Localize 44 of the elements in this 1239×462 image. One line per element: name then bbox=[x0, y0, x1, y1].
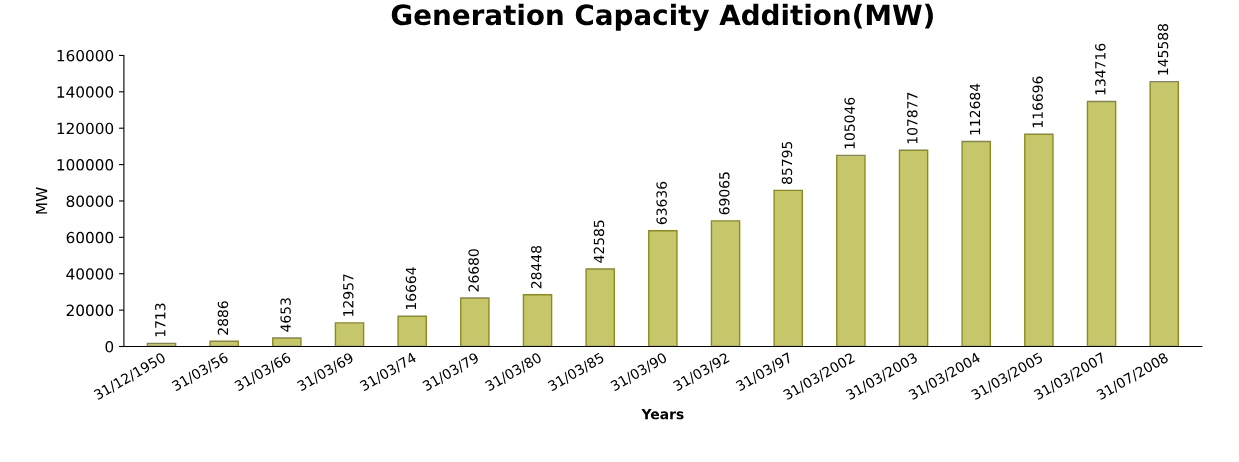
bar bbox=[961, 140, 992, 347]
data-label: 26680 bbox=[468, 249, 479, 292]
data-label: 42585 bbox=[593, 220, 605, 263]
bar bbox=[710, 220, 741, 347]
y-tick-label: 40000 bbox=[66, 268, 114, 280]
data-label: 105046 bbox=[844, 97, 855, 149]
bar bbox=[272, 337, 302, 347]
data-label: 134716 bbox=[1095, 43, 1106, 95]
bar bbox=[1086, 100, 1117, 347]
chart-title: Generation Capacity Addition(MW) bbox=[391, 3, 933, 31]
data-label: 28448 bbox=[531, 245, 542, 289]
y-tick-label: 0 bbox=[105, 340, 114, 353]
bar bbox=[1149, 80, 1180, 347]
data-label: 107877 bbox=[907, 92, 918, 144]
bar bbox=[460, 297, 490, 347]
y-axis-title: MW bbox=[35, 187, 48, 214]
y-tick-label: 100000 bbox=[57, 159, 114, 171]
bar bbox=[585, 268, 615, 347]
data-label: 63636 bbox=[656, 181, 667, 225]
bar bbox=[522, 294, 553, 347]
y-tick-label: 140000 bbox=[57, 86, 114, 98]
data-label: 4653 bbox=[280, 298, 291, 332]
bar bbox=[1024, 133, 1054, 347]
data-label: 1713 bbox=[155, 303, 166, 337]
bar bbox=[397, 315, 427, 347]
bar bbox=[836, 154, 866, 347]
y-tick-label: 80000 bbox=[66, 195, 114, 207]
bar bbox=[773, 189, 804, 347]
bar bbox=[648, 230, 678, 347]
data-label: 12957 bbox=[343, 274, 354, 316]
bar bbox=[898, 149, 929, 347]
x-axis-title: Years bbox=[641, 409, 684, 420]
y-tick-label: 120000 bbox=[57, 122, 114, 135]
data-label: 16664 bbox=[405, 267, 417, 310]
data-label: 85795 bbox=[781, 141, 793, 184]
y-tick-label: 160000 bbox=[57, 49, 114, 62]
data-label: 69065 bbox=[719, 172, 730, 215]
data-label: 2886 bbox=[217, 301, 229, 335]
y-tick-label: 20000 bbox=[66, 304, 114, 317]
bar bbox=[334, 322, 365, 347]
data-label: 145588 bbox=[1157, 24, 1169, 75]
y-tick-label: 60000 bbox=[66, 231, 114, 244]
data-label: 116696 bbox=[1032, 76, 1043, 128]
data-label: 112684 bbox=[969, 83, 981, 135]
